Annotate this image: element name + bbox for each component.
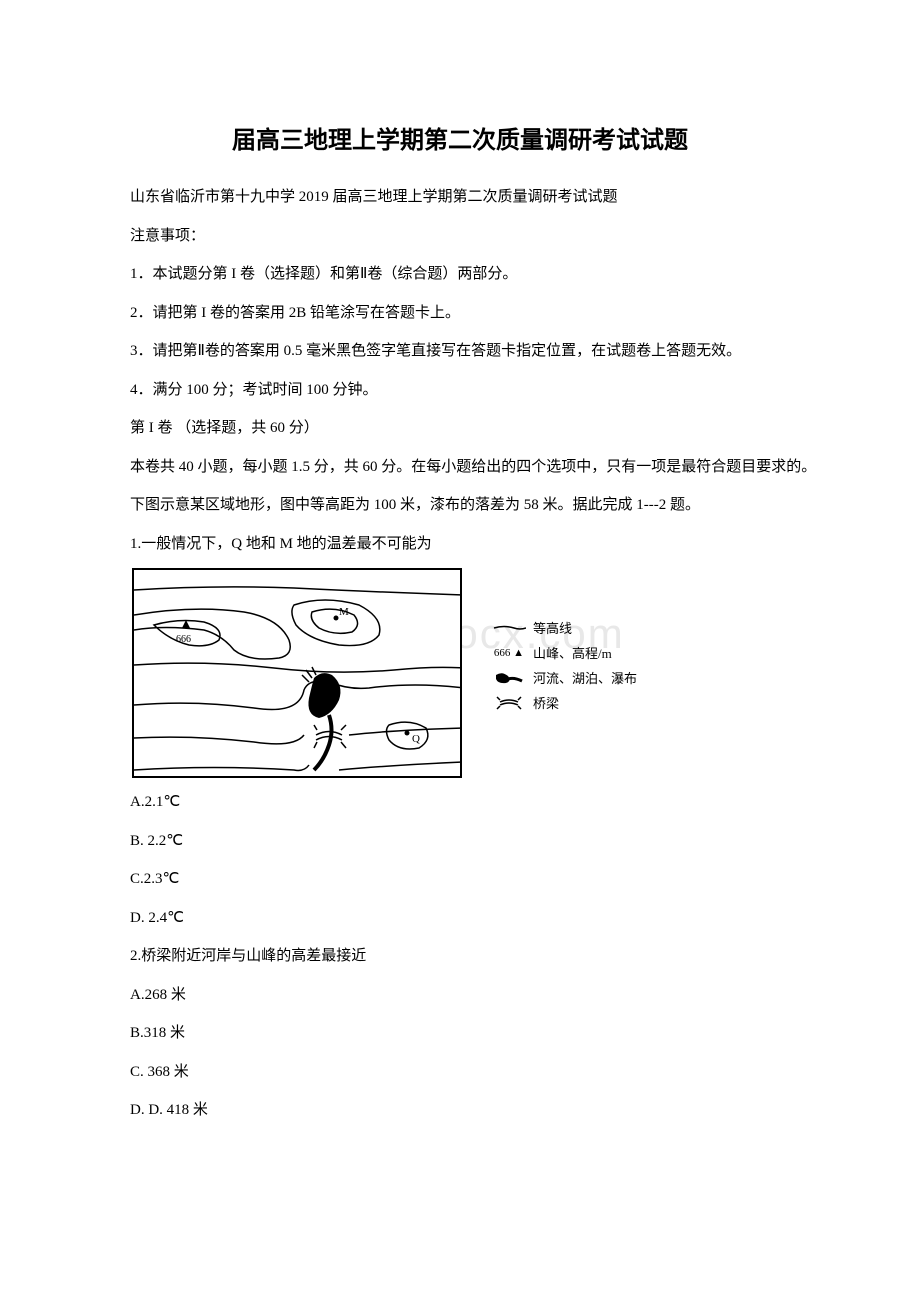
map-point-m: M: [339, 606, 349, 618]
q2-option-a: A.268 米: [100, 981, 820, 1010]
q1-option-b: B. 2.2℃: [100, 827, 820, 856]
peak-icon: 666 ▲: [491, 647, 527, 659]
page-title: 届高三地理上学期第二次质量调研考试试题: [100, 120, 820, 155]
legend-row-peak: 666 ▲ 山峰、高程/m: [491, 643, 637, 662]
topographic-map: 666 M: [132, 568, 462, 778]
legend-label-river: 河流、湖泊、瀑布: [533, 668, 637, 687]
legend-row-contour: 等高线: [491, 618, 637, 637]
q2-option-c: C. 368 米: [100, 1058, 820, 1087]
notice-3: 3．请把第Ⅱ卷的答案用 0.5 毫米黑色签字笔直接写在答题卡指定位置，在试题卷上…: [100, 337, 820, 366]
section1-header: 第 I 卷 （选择题，共 60 分）: [100, 414, 820, 443]
legend-row-bridge: 桥梁: [491, 693, 637, 712]
legend-label-bridge: 桥梁: [533, 693, 559, 712]
q1-option-c: C.2.3℃: [100, 865, 820, 894]
question-1: 1.一般情况下，Q 地和 M 地的温差最不可能为: [100, 530, 820, 559]
q1-option-a: A.2.1℃: [100, 788, 820, 817]
legend-row-river: 河流、湖泊、瀑布: [491, 668, 637, 687]
legend-label-contour: 等高线: [533, 618, 572, 637]
q1-option-d: D. 2.4℃: [100, 904, 820, 933]
legend-label-peak: 山峰、高程/m: [533, 643, 612, 662]
notice-1: 1．本试题分第 I 卷（选择题）和第Ⅱ卷（综合题）两部分。: [100, 260, 820, 289]
question-2: 2.桥梁附近河岸与山峰的高差最接近: [100, 942, 820, 971]
passage1: 下图示意某区域地形，图中等高距为 100 米，漆布的落差为 58 米。据此完成 …: [100, 491, 820, 520]
contour-icon: [491, 623, 527, 633]
q2-option-b: B.318 米: [100, 1019, 820, 1048]
document-content: 届高三地理上学期第二次质量调研考试试题 山东省临沂市第十九中学 2019 届高三…: [100, 120, 820, 1125]
intro-line: 山东省临沂市第十九中学 2019 届高三地理上学期第二次质量调研考试试题: [100, 183, 820, 212]
map-legend: 等高线 666 ▲ 山峰、高程/m 河流、湖泊、瀑布: [491, 618, 637, 718]
section1-desc: 本卷共 40 小题，每小题 1.5 分，共 60 分。在每小题给出的四个选项中，…: [100, 453, 820, 482]
figure-container: 666 M: [132, 568, 820, 778]
q2-option-d: D. D. 418 米: [100, 1096, 820, 1125]
bridge-icon: [491, 696, 527, 710]
map-point-q: Q: [412, 733, 420, 745]
notice-2: 2．请把第 I 卷的答案用 2B 铅笔涂写在答题卡上。: [100, 299, 820, 328]
notice-4: 4．满分 100 分；考试时间 100 分钟。: [100, 376, 820, 405]
notice-header: 注意事项：: [100, 222, 820, 251]
map-peak-label: 666: [176, 634, 191, 645]
river-icon: [491, 671, 527, 685]
